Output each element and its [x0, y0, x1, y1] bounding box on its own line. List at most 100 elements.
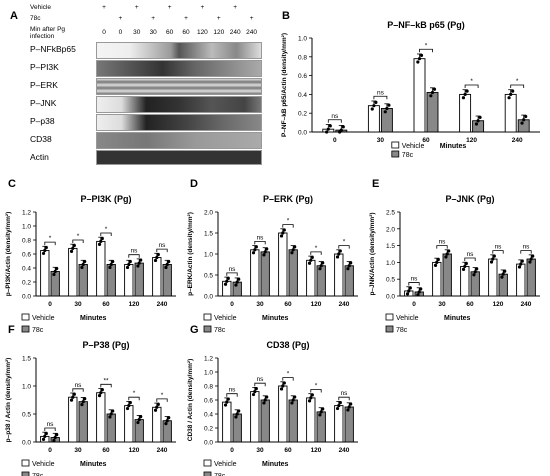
panel-letter-a: A — [10, 10, 18, 22]
data-point — [81, 262, 85, 267]
data-point — [52, 438, 56, 443]
data-point — [290, 251, 294, 255]
x-tick-label: 60 — [422, 137, 430, 144]
data-point — [139, 415, 143, 419]
x-axis-label: Minutes — [80, 461, 107, 468]
y-tick-label: 1.0 — [22, 384, 31, 391]
data-point — [291, 398, 295, 402]
data-point — [307, 261, 312, 265]
blot-band-actin — [96, 150, 262, 165]
significance-bracket — [100, 232, 112, 236]
data-point — [281, 231, 285, 235]
y-tick-label: 0.5 — [22, 412, 31, 419]
data-point — [337, 404, 341, 408]
x-axis-label: Minutes — [262, 315, 289, 322]
data-point — [237, 409, 241, 413]
data-point — [282, 381, 286, 385]
x-tick-label: 240 — [521, 301, 532, 308]
data-point — [164, 422, 168, 426]
legend-swatch-vehicle — [203, 313, 212, 321]
data-point — [164, 265, 168, 270]
chart-title: P–JNK (Pg) — [445, 194, 494, 204]
data-point — [290, 401, 294, 405]
x-tick-label: 30 — [256, 447, 264, 454]
lane-minutes-label: 240 — [229, 29, 241, 36]
x-tick-label: 0 — [230, 447, 234, 454]
lane-minutes-label: 30 — [133, 29, 141, 36]
data-point — [80, 403, 84, 407]
bar-78c — [232, 413, 242, 443]
bar-78c — [316, 411, 326, 443]
data-point — [370, 107, 374, 111]
y-tick-label: 1.2 — [22, 210, 31, 217]
data-point — [372, 104, 376, 108]
chart-title: P–PI3K (Pg) — [80, 194, 131, 204]
data-point — [100, 236, 104, 241]
bar-78c — [260, 399, 270, 443]
data-point — [156, 402, 160, 406]
significance-bracket — [72, 388, 84, 392]
data-point — [417, 57, 422, 61]
x-tick-label: 120 — [311, 447, 322, 454]
significance-label: * — [161, 392, 164, 399]
significance-label: * — [343, 239, 346, 246]
bar-78c — [106, 264, 116, 297]
data-point — [225, 279, 229, 283]
y-axis-label: p–PI3K/Actin (density/mm²) — [5, 212, 12, 297]
data-point — [335, 255, 340, 259]
blot-band-nfkb — [96, 42, 262, 59]
data-point — [282, 228, 286, 232]
data-point — [165, 262, 169, 267]
x-tick-label: 60 — [284, 301, 292, 308]
data-point — [251, 251, 256, 255]
lane-treatment-mark: + — [184, 15, 188, 22]
y-tick-label: 0.8 — [204, 384, 213, 391]
data-point — [279, 234, 284, 238]
data-point — [99, 391, 103, 395]
bar-vehicle — [124, 264, 134, 297]
band-label-actin: Actin — [30, 152, 49, 162]
data-point — [341, 125, 345, 129]
data-point — [291, 248, 295, 252]
y-tick-label: 2.0 — [386, 226, 395, 233]
y-axis-label: P–NF–kB p65/Actin (density/mm²) — [281, 33, 288, 137]
data-point — [234, 415, 238, 419]
bar-vehicle — [306, 397, 316, 443]
significance-label: ns — [159, 242, 167, 249]
bar-vehicle — [152, 257, 162, 297]
lane-treatment-mark: + — [249, 15, 254, 22]
data-point — [254, 387, 258, 391]
data-point — [265, 395, 269, 399]
x-tick-label: 0 — [412, 301, 416, 308]
data-point — [165, 419, 169, 423]
bar-78c — [526, 258, 536, 297]
significance-bracket — [408, 282, 420, 286]
y-tick-label: 0.2 — [204, 426, 213, 433]
data-point — [128, 401, 132, 405]
legend-label-vehicle: Vehicle — [396, 315, 419, 322]
data-point — [44, 245, 48, 250]
vehicle-row-label: Vehicle — [30, 4, 51, 11]
panel-letter-e: E — [372, 178, 380, 190]
bar-vehicle — [124, 405, 134, 443]
data-point — [265, 247, 269, 251]
significance-label: * — [315, 245, 318, 252]
data-point — [310, 393, 314, 397]
blot-band-jnk — [96, 96, 262, 113]
bar-78c — [426, 92, 439, 133]
data-point — [529, 257, 533, 261]
y-tick-label: 0.8 — [22, 238, 31, 245]
data-point — [97, 242, 102, 246]
data-point — [69, 249, 74, 253]
x-tick-label: 60 — [102, 447, 110, 454]
data-point — [155, 405, 159, 409]
data-point — [167, 416, 171, 420]
data-point — [445, 252, 449, 256]
legend-label-vehicle: Vehicle — [32, 461, 55, 468]
bar-vehicle — [278, 232, 288, 297]
significance-label: * — [287, 371, 290, 378]
y-tick-label: 1.5 — [22, 356, 31, 363]
significance-bracket — [44, 241, 56, 246]
bar-78c — [517, 119, 530, 133]
significance-label: ns — [229, 266, 237, 273]
